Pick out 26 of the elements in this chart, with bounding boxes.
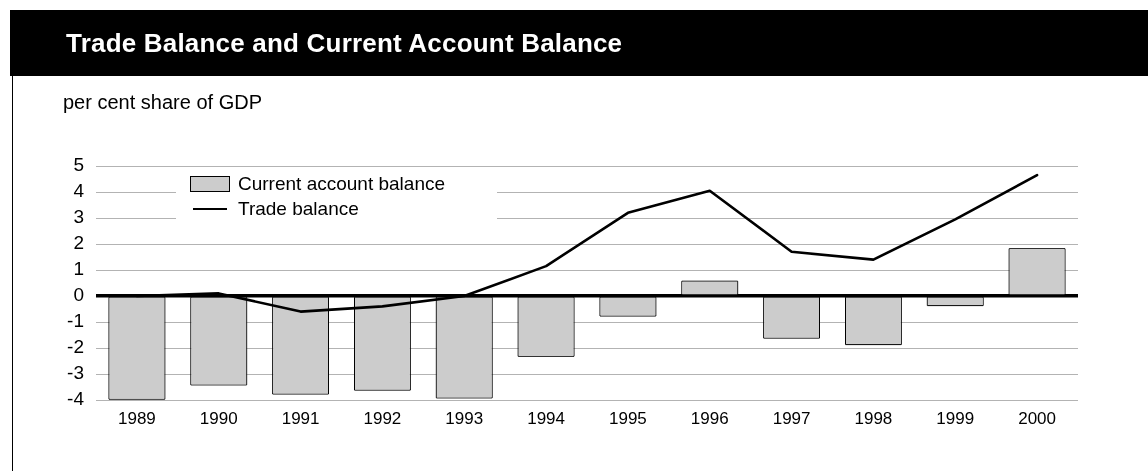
y-tick-label: -4 (67, 388, 85, 410)
x-tick-label: 1999 (936, 408, 975, 428)
y-tick-label: -2 (67, 336, 84, 358)
y-tick-label: 2 (73, 232, 84, 254)
y-tick-label: 5 (73, 154, 84, 176)
y-tick-label: 0 (73, 284, 84, 306)
y-tick-label: 3 (73, 206, 84, 228)
legend-label: Trade balance (238, 197, 359, 220)
y-tick-label: 4 (73, 180, 85, 202)
y-tick-label: -3 (67, 362, 84, 384)
x-tick-label: 1990 (199, 408, 238, 428)
x-tick-label: 1993 (445, 408, 484, 428)
x-tick-label: 1989 (118, 408, 156, 428)
x-tick-label: 1998 (854, 408, 893, 428)
y-tick-label: 1 (73, 258, 84, 280)
x-tick-label: 1994 (527, 408, 565, 428)
x-tick-label: 1995 (609, 408, 647, 428)
y-tick-label: -1 (67, 310, 84, 332)
x-tick-label: 1992 (363, 408, 402, 428)
y-axis-title: per cent share of GDP (63, 91, 262, 114)
chart-title: Trade Balance and Current Account Balance (66, 27, 623, 60)
x-tick-label: 1997 (772, 408, 811, 428)
x-tick-label: 2000 (1018, 408, 1056, 428)
x-tick-label: 1996 (690, 408, 729, 428)
x-tick-label: 1991 (281, 408, 320, 428)
legend-label: Current account balance (238, 172, 446, 195)
